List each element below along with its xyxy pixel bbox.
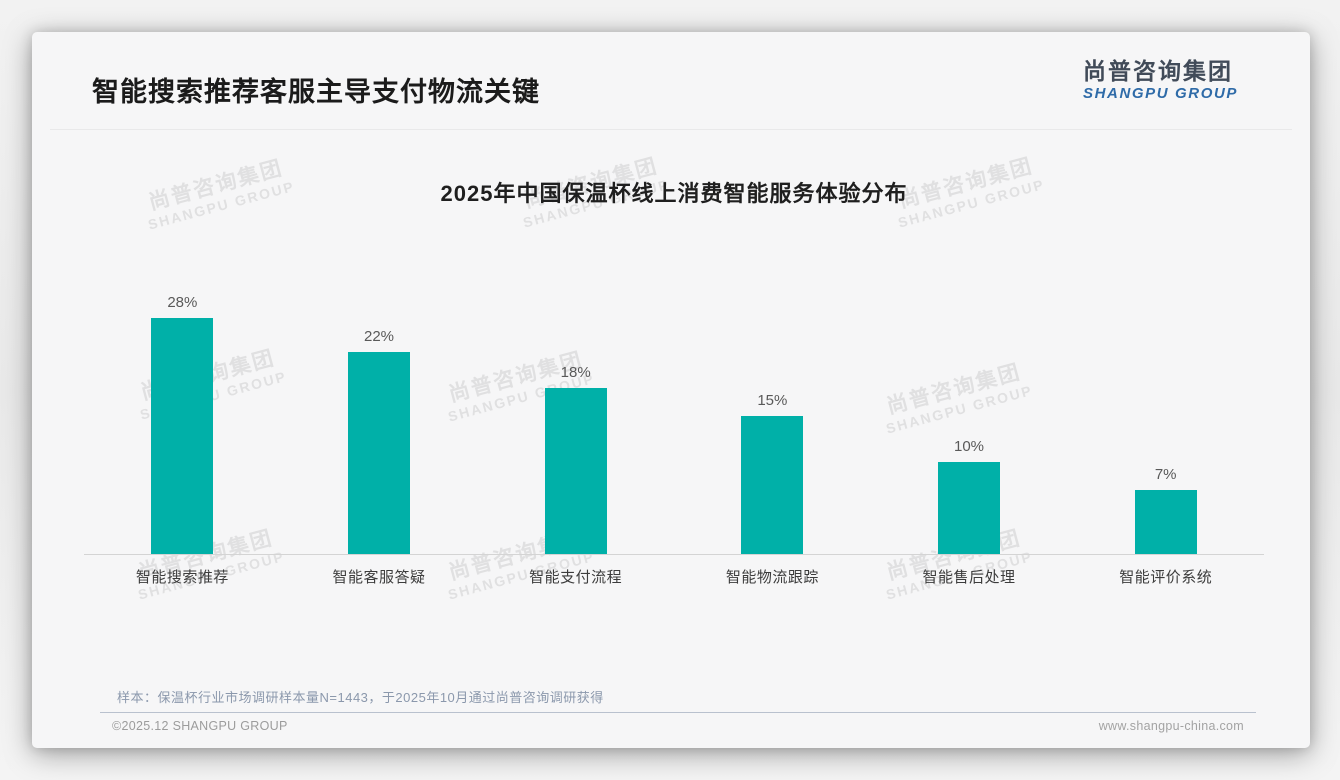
- plot-area: 28% 22% 18% 15% 10% 7%: [84, 294, 1264, 554]
- x-axis-category-label: 智能售后处理: [922, 569, 1016, 586]
- copyright-text: ©2025.12 SHANGPU GROUP: [112, 719, 288, 733]
- x-axis-category-label: 智能搜索推荐: [135, 569, 229, 586]
- logo-chinese-text: 尚普咨询集团: [1083, 58, 1234, 84]
- footer: ©2025.12 SHANGPU GROUP www.shangpu-china…: [112, 719, 1244, 733]
- x-axis-category-label: 智能客服答疑: [332, 569, 426, 586]
- bar-column: 10%: [871, 294, 1068, 554]
- page-title: 智能搜索推荐客服主导支付物流关键: [92, 77, 540, 107]
- website-link[interactable]: www.shangpu-china.com: [1098, 719, 1244, 733]
- x-axis-labels: 智能搜索推荐 智能客服答疑 智能支付流程 智能物流跟踪 智能售后处理 智能评价系统: [84, 566, 1264, 587]
- bar-value-label: 7%: [1154, 465, 1177, 483]
- header: 智能搜索推荐客服主导支付物流关键 尚普咨询集团 SHANGPU GROUP: [32, 32, 1310, 129]
- x-axis-category-label: 智能支付流程: [529, 569, 623, 586]
- header-divider: [50, 129, 1292, 130]
- x-axis-category-label: 智能物流跟踪: [725, 569, 819, 586]
- bar: [1134, 489, 1197, 554]
- footer-divider: [100, 712, 1256, 713]
- bar-column: 15%: [674, 294, 871, 554]
- bar-value-label: 18%: [560, 364, 591, 382]
- bar-column: 22%: [281, 294, 478, 554]
- slide-card: 尚普咨询集团 SHANGPU GROUP 尚普咨询集团 SHANGPU GROUP 尚普…: [32, 32, 1310, 748]
- bar: [151, 318, 214, 554]
- bar-value-label: 15%: [757, 392, 788, 409]
- company-logo: 尚普咨询集团 SHANGPU GROUP: [1083, 58, 1238, 103]
- bar: [741, 416, 804, 554]
- bar: [348, 351, 410, 554]
- logo-english-text: SHANGPU GROUP: [1083, 85, 1238, 102]
- bar-value-label: 10%: [954, 438, 985, 455]
- bar: [544, 388, 607, 554]
- bar-value-label: 28%: [167, 294, 198, 311]
- bar-column: 7%: [1067, 294, 1264, 554]
- bar-value-label: 22%: [363, 327, 395, 345]
- sample-note: 样本：保温杯行业市场调研样本量N=1443，于2025年10月通过尚普咨询调研获…: [117, 690, 604, 705]
- bar-column: 28%: [84, 294, 281, 554]
- bar-column: 18%: [477, 294, 674, 554]
- x-axis-category-label: 智能评价系统: [1119, 569, 1213, 586]
- bar: [938, 462, 1001, 554]
- x-axis-line: [84, 554, 1264, 555]
- chart-title: 2025年中国保温杯线上消费智能服务体验分布: [440, 181, 908, 206]
